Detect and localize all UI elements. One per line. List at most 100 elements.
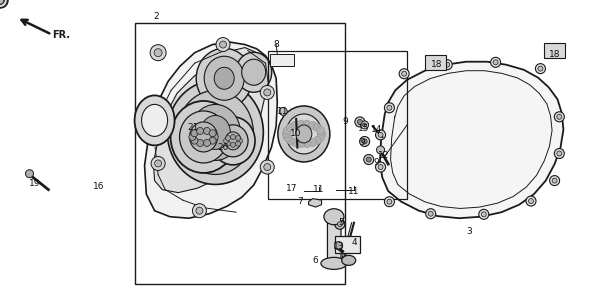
Circle shape	[337, 222, 342, 227]
Ellipse shape	[296, 125, 312, 143]
Circle shape	[309, 138, 317, 147]
Text: 17: 17	[286, 184, 298, 193]
Circle shape	[479, 209, 489, 219]
Circle shape	[335, 219, 345, 229]
Circle shape	[316, 133, 324, 141]
Circle shape	[536, 64, 545, 74]
Circle shape	[209, 130, 216, 137]
Ellipse shape	[179, 111, 228, 163]
Circle shape	[360, 121, 369, 129]
Circle shape	[362, 139, 367, 144]
Bar	[268, 51, 407, 199]
Circle shape	[191, 137, 198, 144]
Ellipse shape	[214, 67, 234, 89]
Circle shape	[0, 0, 7, 8]
Circle shape	[363, 123, 366, 127]
Ellipse shape	[218, 125, 248, 157]
Polygon shape	[544, 43, 565, 58]
Text: FR.: FR.	[52, 30, 70, 40]
Circle shape	[0, 0, 8, 7]
Text: 18: 18	[431, 60, 442, 69]
Circle shape	[0, 0, 4, 4]
Circle shape	[260, 85, 274, 99]
Circle shape	[286, 123, 294, 132]
Circle shape	[286, 136, 294, 144]
Circle shape	[385, 103, 394, 113]
Circle shape	[376, 146, 385, 154]
Circle shape	[279, 107, 287, 115]
Text: 21: 21	[188, 123, 199, 132]
Polygon shape	[145, 42, 277, 218]
Ellipse shape	[178, 90, 253, 175]
Ellipse shape	[168, 80, 263, 185]
Text: 8: 8	[273, 40, 279, 49]
Ellipse shape	[201, 116, 230, 149]
Ellipse shape	[196, 48, 252, 108]
Text: 16: 16	[93, 182, 105, 191]
Ellipse shape	[135, 95, 175, 145]
Circle shape	[316, 126, 324, 135]
Circle shape	[0, 0, 7, 7]
Circle shape	[264, 163, 271, 171]
Circle shape	[358, 119, 362, 124]
Circle shape	[25, 170, 34, 178]
Circle shape	[291, 138, 299, 147]
Circle shape	[555, 112, 564, 122]
Circle shape	[191, 130, 198, 137]
Text: 13: 13	[333, 242, 345, 251]
Polygon shape	[327, 215, 341, 262]
Circle shape	[426, 209, 435, 219]
Circle shape	[291, 121, 299, 129]
Ellipse shape	[235, 52, 272, 92]
Ellipse shape	[324, 209, 344, 225]
Circle shape	[196, 139, 204, 147]
Circle shape	[219, 41, 227, 48]
Circle shape	[387, 199, 392, 204]
Circle shape	[313, 136, 322, 144]
Text: 7: 7	[297, 197, 303, 206]
Circle shape	[151, 157, 165, 170]
Circle shape	[224, 138, 228, 143]
Circle shape	[550, 175, 559, 186]
Circle shape	[309, 121, 317, 129]
Ellipse shape	[191, 104, 240, 160]
Text: 9: 9	[373, 158, 379, 167]
Circle shape	[360, 136, 369, 147]
Circle shape	[235, 141, 241, 146]
Ellipse shape	[225, 132, 241, 150]
Circle shape	[189, 133, 196, 141]
Polygon shape	[425, 55, 446, 70]
Text: 4: 4	[351, 238, 357, 247]
Circle shape	[378, 165, 383, 169]
Circle shape	[355, 117, 365, 127]
Circle shape	[0, 0, 4, 4]
Circle shape	[235, 136, 241, 141]
Circle shape	[445, 62, 450, 67]
Text: 3: 3	[466, 227, 472, 236]
Circle shape	[225, 141, 231, 146]
Ellipse shape	[211, 117, 255, 165]
Circle shape	[209, 137, 216, 144]
Text: 6: 6	[313, 256, 319, 265]
Circle shape	[0, 0, 4, 4]
Circle shape	[303, 140, 311, 148]
Circle shape	[376, 130, 385, 140]
Circle shape	[211, 133, 218, 141]
Ellipse shape	[278, 106, 330, 162]
Circle shape	[0, 0, 4, 4]
Circle shape	[196, 127, 204, 135]
Text: 9: 9	[359, 138, 365, 147]
Circle shape	[231, 142, 235, 147]
Circle shape	[283, 126, 291, 135]
Circle shape	[225, 136, 231, 141]
Circle shape	[557, 151, 562, 156]
Circle shape	[526, 196, 536, 206]
Circle shape	[204, 127, 211, 135]
Circle shape	[387, 105, 392, 110]
Circle shape	[154, 49, 162, 57]
Circle shape	[376, 162, 385, 172]
Ellipse shape	[204, 56, 244, 100]
Circle shape	[385, 197, 394, 207]
Circle shape	[364, 154, 373, 165]
Circle shape	[552, 178, 557, 183]
